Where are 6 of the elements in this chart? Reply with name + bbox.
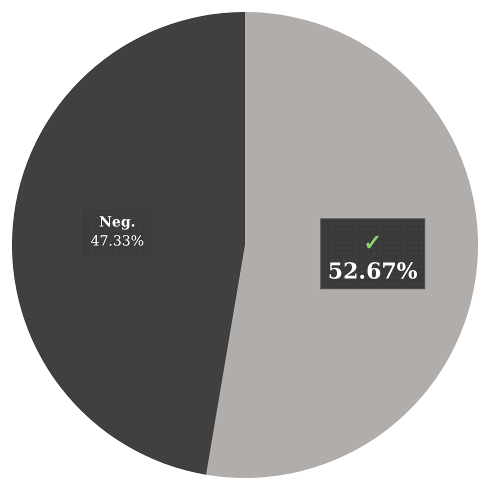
pie-slice: [206, 12, 478, 478]
data-label: 52.67%: [328, 258, 418, 285]
pie-slice: [12, 12, 245, 475]
slice-label: Neg.: [99, 214, 136, 230]
slice-label: ✓: [364, 230, 382, 256]
data-label: 47.33%: [90, 233, 144, 250]
